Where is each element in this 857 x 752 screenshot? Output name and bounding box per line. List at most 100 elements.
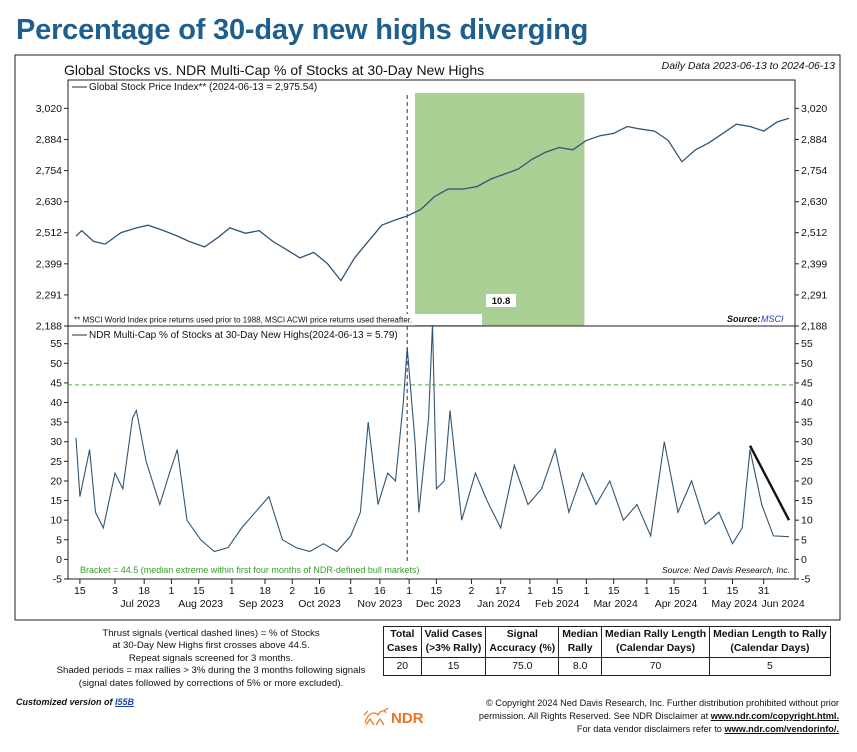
chart-frame: [14, 54, 841, 621]
customized-text: Customized version of: [16, 697, 113, 707]
x-tick-label: 1: [644, 585, 650, 597]
vendor-link[interactable]: www.ndr.com/vendorinfo/.: [724, 724, 839, 734]
cell-valid-cases: 15: [420, 657, 487, 676]
y-tick-label-right: 35: [801, 417, 813, 429]
note-line: Shaded periods = max rallies > 3% during…: [56, 665, 366, 677]
x-tick-label: 18: [259, 585, 271, 597]
y-tick-label-right: 0: [801, 554, 807, 566]
bracket-box: [78, 564, 474, 575]
y-tick-label-right: -5: [801, 574, 810, 586]
y-tick-label-left: 0: [56, 554, 62, 566]
customized-link[interactable]: I55B: [115, 697, 135, 707]
bottom-panel: [67, 325, 796, 580]
x-tick-label: 31: [758, 585, 770, 597]
shade-label-box: [486, 294, 516, 307]
y-tick-label-left: 2,754: [36, 165, 62, 177]
header-median-rally: Median Rally: [558, 626, 603, 658]
signal-notes: Thrust signals (vertical dashed lines) =…: [50, 628, 372, 690]
footnote: ** MSCI World Index price returns used p…: [74, 316, 412, 325]
y-tick-label-left: 2,399: [36, 258, 62, 270]
header-signal-accuracy: Signal Accuracy (%): [485, 626, 560, 658]
header-median-length-to-rally: Median Length to Rally (Calendar Days): [709, 626, 831, 658]
shaded-period: [414, 93, 585, 326]
x-tick-label: 2: [469, 585, 475, 597]
y-tick-label-left: 25: [50, 456, 62, 468]
y-tick-label-right: 30: [801, 436, 813, 448]
y-tick-label-right: 5: [801, 534, 807, 546]
cell-median-rally: 8.0: [558, 657, 603, 676]
x-month-label: Dec 2023: [416, 598, 461, 610]
x-tick-label: 1: [348, 585, 354, 597]
bracket-text: Bracket = 44.5 (median extreme within fi…: [80, 565, 419, 575]
y-tick-label-left: 15: [50, 495, 62, 507]
copyright-link[interactable]: www.ndr.com/copyright.html.: [710, 711, 839, 721]
chart-svg: Global Stocks vs. NDR Multi-Cap % of Sto…: [14, 54, 841, 621]
note-line: (signal dates followed by corrections of…: [78, 677, 344, 689]
y-tick-label-left: 2,884: [36, 134, 62, 146]
cell-median-rally-length: 70: [601, 657, 711, 676]
x-tick-label: 17: [495, 585, 507, 597]
x-month-label: Oct 2023: [298, 598, 341, 610]
y-tick-label-right: 40: [801, 397, 813, 409]
y-tick-label-right: 2,630: [801, 196, 827, 208]
x-tick-label: 1: [702, 585, 708, 597]
y-tick-label-right: 2,291: [801, 289, 827, 301]
y-tick-label-left: 2,630: [36, 196, 62, 208]
y-tick-label-left: 50: [50, 358, 62, 370]
x-month-label: Jul 2023: [120, 598, 160, 610]
x-tick-label: 15: [431, 585, 443, 597]
x-month-label: Mar 2024: [593, 598, 638, 610]
x-tick-label: 15: [74, 585, 86, 597]
x-tick-label: 1: [229, 585, 235, 597]
y-tick-label-right: 2,399: [801, 258, 827, 270]
source-label: Source:: [727, 314, 761, 324]
highs-legend: NDR Multi-Cap % of Stocks at 30-Day New …: [89, 330, 398, 341]
y-tick-label-left: 2,512: [36, 227, 62, 239]
price-legend: Global Stock Price Index** (2024-06-13 =…: [89, 82, 317, 93]
y-tick-label-left: 20: [50, 475, 62, 487]
x-month-label: May 2024: [711, 598, 757, 610]
x-month-label: Aug 2023: [178, 598, 223, 610]
x-tick-label: 15: [668, 585, 680, 597]
x-tick-label: 15: [551, 585, 563, 597]
stats-header-row: Total Cases Valid Cases (>3% Rally) Signal…: [383, 626, 831, 658]
ndr-source: Source: Ned Davis Research, Inc.: [662, 565, 790, 575]
y-tick-label-right: 15: [801, 495, 813, 507]
footnote-box: [70, 314, 482, 325]
x-month-label: Sep 2023: [239, 598, 284, 610]
y-tick-label-left: 40: [50, 397, 62, 409]
header-total-cases: Total Cases: [383, 626, 422, 658]
x-tick-label: 18: [138, 585, 150, 597]
x-month-label: Nov 2023: [357, 598, 402, 610]
x-tick-label: 1: [406, 585, 412, 597]
note-line: at 30-Day New Highs first crosses above …: [112, 640, 310, 652]
x-tick-label: 1: [583, 585, 589, 597]
y-tick-label-right: 55: [801, 338, 813, 350]
y-tick-label-right: 20: [801, 475, 813, 487]
y-tick-label-left: -5: [53, 574, 62, 586]
x-tick-label: 1: [527, 585, 533, 597]
x-tick-label: 16: [374, 585, 386, 597]
y-tick-label-left: 30: [50, 436, 62, 448]
y-tick-label-right: 2,512: [801, 227, 827, 239]
header-valid-cases: Valid Cases (>3% Rally): [420, 626, 487, 658]
x-tick-label: 16: [314, 585, 326, 597]
cell-signal-accuracy: 75.0: [485, 657, 560, 676]
stats-table: Total Cases Valid Cases (>3% Rally) Signal…: [383, 626, 831, 676]
divergence-trend-line: [748, 445, 791, 521]
customized-note: Customized version of I55B: [16, 697, 134, 707]
shade-label: 10.8: [492, 296, 511, 307]
x-tick-label: 15: [193, 585, 205, 597]
copyright-line: For data vendor disclaimers refer to www…: [576, 724, 839, 734]
x-month-label: Jun 2024: [762, 598, 805, 610]
price-series-line: [75, 117, 790, 282]
y-tick-label-left: 5: [56, 534, 62, 546]
cell-total-cases: 20: [383, 657, 422, 676]
date-range: Daily Data 2023-06-13 to 2024-06-13: [662, 60, 836, 72]
cell-median-length-to-rally: 5: [709, 657, 831, 676]
stats-data-row: 20 15 75.0 8.0 70 5: [383, 657, 831, 676]
x-tick-label: 15: [727, 585, 739, 597]
x-month-label: Feb 2024: [535, 598, 580, 610]
y-tick-label-right: 50: [801, 358, 813, 370]
y-tick-label-left: 2,291: [36, 289, 62, 301]
